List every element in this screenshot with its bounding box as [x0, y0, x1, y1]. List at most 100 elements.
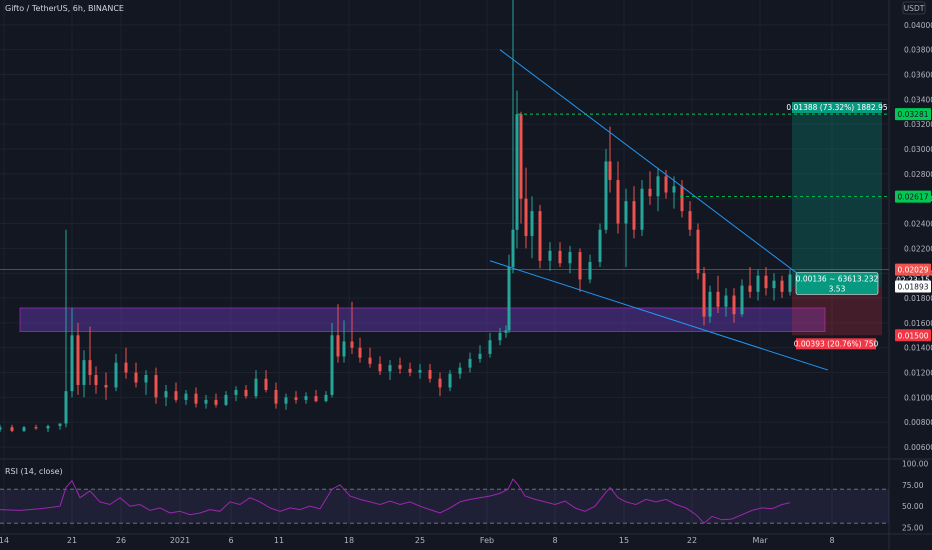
y-tick-label: 0.04000	[904, 21, 932, 30]
candle-body	[418, 370, 422, 373]
x-tick-label: Mar	[752, 536, 768, 545]
candle-body	[772, 280, 776, 289]
x-tick-label: Feb	[480, 536, 494, 545]
y-tick-label: 0.01600	[904, 319, 932, 328]
rsi-tick-label: 100.00	[902, 460, 928, 469]
candle-body	[76, 335, 80, 385]
x-tick-label: 8	[829, 536, 834, 545]
target-lower-tag: 0.02617	[897, 193, 928, 202]
rsi-title[interactable]: RSI (14, close)	[5, 467, 63, 476]
candle-body	[34, 427, 38, 429]
candle-body	[134, 372, 138, 383]
x-tick-label: 15	[619, 536, 629, 545]
position-info-line1: 0.00136 ~ 63613.232	[796, 274, 879, 283]
rsi-tick-label: 50.00	[902, 502, 924, 511]
candle-body	[640, 188, 644, 230]
symbol-title[interactable]: Gifto / TetherUS, 6h, BINANCE	[5, 4, 124, 13]
candle-body	[780, 280, 784, 292]
candle-body	[724, 295, 728, 307]
candle-body	[764, 275, 768, 289]
x-tick-label: 26	[116, 536, 126, 545]
candle-body	[234, 389, 238, 395]
entry-price-tag: 0.01893	[897, 282, 928, 291]
x-tick-label: 11	[274, 536, 284, 545]
y-tick-label: 0.03800	[904, 46, 932, 55]
candle-body	[604, 161, 608, 230]
candle-body	[174, 391, 178, 400]
candle-body	[358, 347, 362, 358]
y-tick-label: 0.01200	[904, 369, 932, 378]
y-tick-label: 0.00800	[904, 418, 932, 427]
candle-body	[740, 285, 744, 315]
candle-body	[519, 114, 523, 199]
candle-body	[548, 250, 552, 261]
candle-body	[478, 353, 482, 359]
candle-body	[154, 375, 158, 398]
y-tick-label: 0.02400	[904, 220, 932, 229]
y-tick-label: 0.01400	[904, 344, 932, 353]
drawings-layer	[0, 49, 889, 371]
candle-body	[144, 375, 148, 383]
candle-body	[324, 394, 328, 402]
candle-body	[264, 378, 268, 390]
loss-label-bg	[796, 338, 876, 350]
x-tick-label: 2021	[170, 536, 190, 545]
candle-body	[538, 211, 542, 261]
position-profit-zone	[792, 114, 882, 287]
candle-body	[632, 201, 636, 230]
candle-body	[568, 252, 572, 264]
y-tick-label: 0.02200	[904, 244, 932, 253]
rsi-line	[0, 478, 791, 524]
candle-body	[274, 389, 278, 404]
candle-body	[224, 394, 228, 405]
x-tick-label: 14	[0, 536, 9, 545]
candle-body	[788, 274, 792, 292]
y-tick-label: 0.03000	[904, 145, 932, 154]
support-zone	[19, 307, 826, 332]
candle-body	[82, 360, 86, 385]
y-tick-label: 0.00600	[904, 443, 932, 452]
candle-body	[398, 365, 402, 369]
x-tick-label: 18	[344, 536, 354, 545]
y-tick-label: 0.03600	[904, 71, 932, 80]
candle-body	[22, 427, 26, 431]
candle-body	[748, 285, 752, 292]
position-info-bg	[795, 272, 879, 295]
usdt-badge-label: USDT	[904, 4, 925, 13]
candle-body	[624, 201, 628, 224]
target-upper-tag: 0.03281	[897, 110, 928, 119]
candle-body	[448, 373, 452, 388]
support-zone-layer	[19, 114, 882, 336]
profit-label: 0.01388 (73.32%) 1882.95	[786, 103, 887, 112]
countdown-label: 02:23:15	[896, 276, 930, 285]
candle-body	[696, 229, 700, 274]
candle-body	[88, 360, 92, 376]
x-tick-label: 8	[552, 536, 557, 545]
candle-body	[598, 229, 602, 263]
candle-body	[204, 399, 208, 404]
usdt-badge[interactable]: USDT	[902, 1, 926, 15]
candle-body	[114, 362, 118, 388]
y-tick-label: 0.01000	[904, 393, 932, 402]
candle-body	[64, 391, 68, 424]
candle-body	[708, 291, 712, 317]
candle-body	[468, 358, 472, 368]
candle-body	[488, 340, 492, 354]
candle-body	[515, 114, 519, 230]
candle-body	[104, 384, 108, 388]
candle-body	[294, 397, 298, 400]
candle-body	[507, 266, 511, 331]
y-tick-label: 0.02800	[904, 170, 932, 179]
candle-body	[70, 335, 74, 392]
candle-body	[504, 330, 508, 333]
candle-body	[58, 423, 62, 426]
target-upper-tag-bg	[895, 108, 931, 121]
candle-body	[314, 396, 318, 402]
trendline-lower	[489, 260, 829, 371]
x-tick-label: 6	[228, 536, 233, 545]
rsi-tick-label: 25.00	[902, 523, 924, 532]
candle-body	[164, 391, 168, 398]
